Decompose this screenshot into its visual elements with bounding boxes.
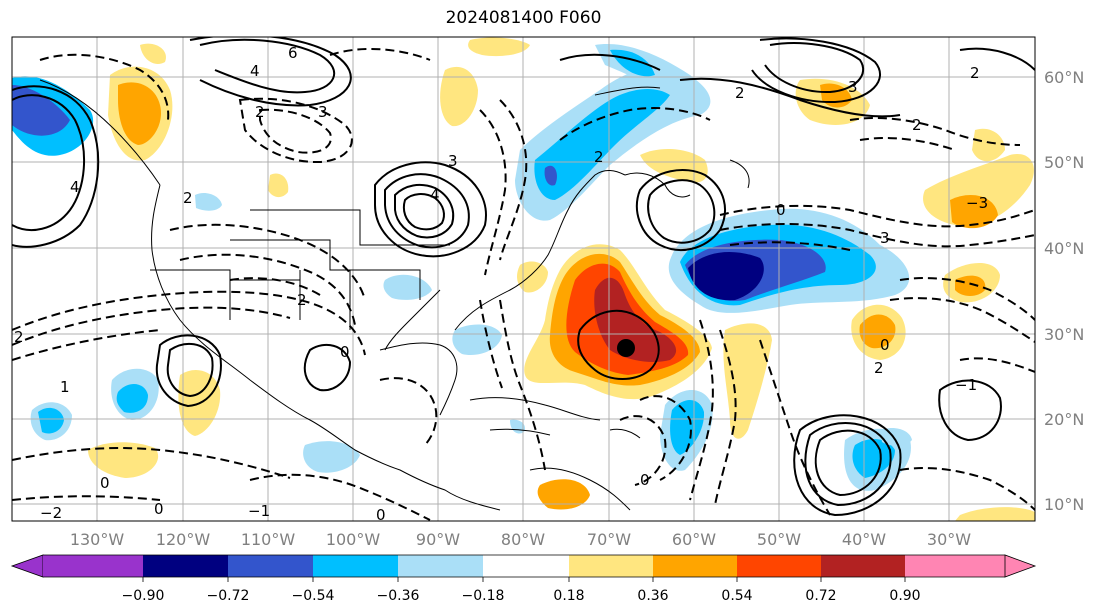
contour-label: 2 <box>735 84 745 102</box>
colorbar-segment <box>737 555 821 577</box>
lon-tick: 100°W <box>326 530 381 549</box>
contour-label: 4 <box>430 186 440 204</box>
colorbar-segment <box>483 555 569 577</box>
colorbar-extend-high <box>1004 554 1037 578</box>
shaded-anomalies <box>12 37 1035 521</box>
lon-tick: 130°W <box>70 530 125 549</box>
lat-tick: 60°N <box>1044 68 1084 87</box>
contour-label: 2 <box>874 359 884 377</box>
map-title: 2024081400 F060 <box>445 8 602 28</box>
lat-tick: 50°N <box>1044 153 1084 172</box>
contour-label: 6 <box>288 44 298 62</box>
contour-label: 4 <box>70 178 80 196</box>
lon-tick: 70°W <box>587 530 631 549</box>
colorbar-label: −0.90 <box>122 588 165 604</box>
colorbar-segment <box>228 555 313 577</box>
contour-label: −1 <box>248 502 270 520</box>
contour-label: 1 <box>60 378 70 396</box>
contour-label: 2 <box>183 189 193 207</box>
lat-tick: 30°N <box>1044 325 1084 344</box>
contours-positive <box>12 37 1035 517</box>
lat-tick: 20°N <box>1044 410 1084 429</box>
contour-label: 3 <box>318 103 328 121</box>
lon-tick-labels: 130°W 120°W 110°W 100°W 90°W 80°W 70°W 6… <box>70 530 971 549</box>
colorbar-label: 0.18 <box>553 588 584 604</box>
contour-label: 0 <box>376 506 386 524</box>
contour-label: −3 <box>966 194 988 212</box>
colorbar-segment <box>569 555 653 577</box>
colorbar: −0.90 −0.72 −0.54 −0.36 −0.18 0.18 0.36 … <box>10 554 1037 604</box>
lon-tick: 110°W <box>241 530 296 549</box>
lon-tick: 30°W <box>927 530 971 549</box>
contour-label: 4 <box>250 62 260 80</box>
contour-label: 0 <box>880 336 890 354</box>
contour-label: 2 <box>912 116 922 134</box>
contour-label: 2 <box>594 148 604 166</box>
lon-tick: 40°W <box>842 530 886 549</box>
contour-label: 0 <box>340 343 350 361</box>
colorbar-segment <box>398 555 483 577</box>
lon-tick: 50°W <box>757 530 801 549</box>
colorbar-extend-low <box>10 554 44 578</box>
contour-label: 0 <box>776 201 786 219</box>
contour-label: 2 <box>297 291 307 309</box>
colorbar-label: −0.54 <box>292 588 335 604</box>
map-border <box>11 36 1036 522</box>
colorbar-label: 0.72 <box>805 588 836 604</box>
contour-label: 2 <box>970 64 980 82</box>
lon-tick: 80°W <box>501 530 545 549</box>
lat-tick: 10°N <box>1044 495 1084 514</box>
lon-tick: 90°W <box>416 530 460 549</box>
colorbar-label: −0.72 <box>207 588 250 604</box>
lon-tick: 120°W <box>156 530 211 549</box>
contour-label: 2 <box>14 328 24 346</box>
colorbar-label: −0.18 <box>462 588 505 604</box>
contour-label: 3 <box>880 229 890 247</box>
contour-label: −2 <box>40 504 62 522</box>
storm-center-marker <box>617 339 635 357</box>
contour-label: 0 <box>640 471 650 489</box>
contour-label: 3 <box>448 152 458 170</box>
contour-label: 0 <box>100 474 110 492</box>
lat-tick: 40°N <box>1044 239 1084 258</box>
contour-label: 2 <box>255 103 265 121</box>
colorbar-segment <box>43 555 143 577</box>
lon-tick: 60°W <box>672 530 716 549</box>
colorbar-label: −0.36 <box>377 588 420 604</box>
map-layers: 6 4 2 3 3 2 4 2 2 1 0 −2 −1 2 4 3 −3 2 2… <box>12 37 1035 524</box>
contour-label: −1 <box>955 376 977 394</box>
graticule <box>12 37 1035 521</box>
colorbar-label: 0.36 <box>637 588 668 604</box>
contour-label: 3 <box>848 78 858 96</box>
colorbar-label: 0.54 <box>721 588 752 604</box>
coastlines <box>39 79 750 511</box>
lat-tick-labels: 60°N 50°N 40°N 30°N 20°N 10°N <box>1044 68 1084 514</box>
colorbar-segment <box>313 555 398 577</box>
contour-labels: 6 4 2 3 3 2 4 2 2 1 0 −2 −1 2 4 3 −3 2 2… <box>14 44 988 524</box>
colorbar-segment <box>905 555 1005 577</box>
contour-label: 0 <box>154 500 164 518</box>
colorbar-segment <box>653 555 737 577</box>
colorbar-segment <box>821 555 905 577</box>
contours-negative <box>12 48 1035 521</box>
colorbar-segment <box>143 555 228 577</box>
colorbar-label: 0.90 <box>889 588 920 604</box>
